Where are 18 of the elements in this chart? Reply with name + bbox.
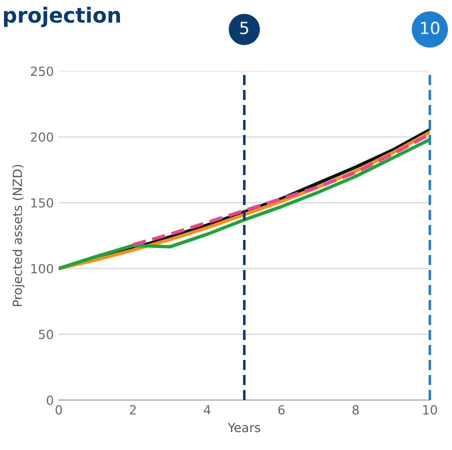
y-tick-label: 100 — [31, 264, 54, 274]
x-tick-label: 6 — [278, 405, 285, 415]
x-tick-label: 0 — [56, 405, 62, 415]
y-tick-label: 50 — [38, 330, 54, 340]
y-tick-label: 0 — [46, 396, 54, 405]
chart-title: projection — [4, 6, 120, 28]
y-tick-label: 250 — [30, 66, 54, 76]
x-tick-label: 4 — [204, 405, 210, 414]
x-tick-label: 2 — [130, 405, 136, 414]
y-tick-label: 200 — [30, 132, 54, 142]
line-series — [131, 132, 430, 246]
ref-line-label: 10 — [421, 22, 440, 34]
x-axis-title: Years — [228, 422, 260, 432]
ref-line-label: 5 — [240, 22, 248, 34]
y-axis-title: Projected assets (NZD) — [12, 164, 24, 306]
x-tick-label: 10 — [423, 405, 437, 415]
x-tick-label: 8 — [352, 405, 359, 415]
y-tick-label: 150 — [31, 198, 54, 208]
